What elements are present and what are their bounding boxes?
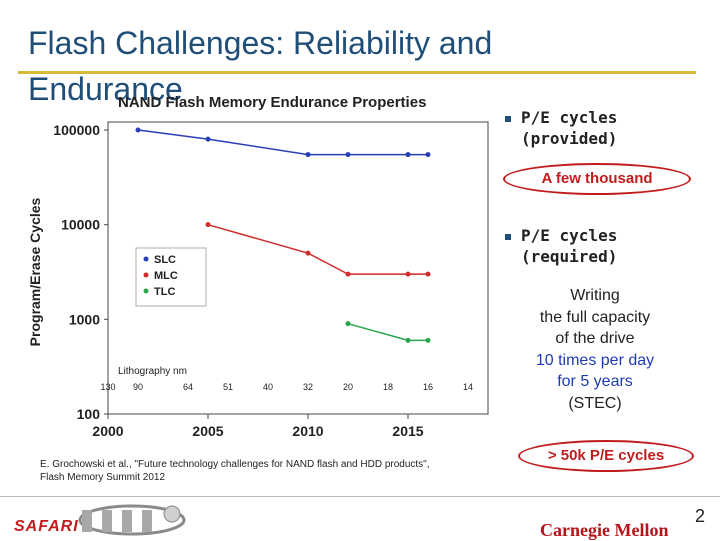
lithography-tick-label: 20 <box>343 382 353 392</box>
legend-label-tlc: TLC <box>154 286 175 298</box>
data-point-mlc <box>305 250 311 256</box>
lithography-tick-label: 51 <box>223 382 233 392</box>
legend-marker-mlc <box>143 272 149 278</box>
data-point-slc <box>425 152 431 158</box>
legend-label-slc: SLC <box>154 254 176 266</box>
bullet-pe-required: P/E cycles (required) <box>505 226 631 268</box>
lithography-tick-label: 14 <box>463 382 473 392</box>
endurance-chart: 100 1000 10000 100000 2000 2005 2010 2015 Progra… <box>27 121 489 439</box>
data-point-mlc <box>345 271 351 277</box>
y-tick-label: 10000 <box>61 217 100 233</box>
lithography-tick-label: 64 <box>183 382 193 392</box>
y-tick-label: 1000 <box>69 311 100 327</box>
50k-callout: > 50k P/E cycles <box>518 440 694 472</box>
slide-title: Flash Challenges: Reliability and Endura… <box>28 25 493 108</box>
data-point-slc <box>345 152 351 158</box>
carnegie-mellon-logo: Carnegie Mellon <box>540 520 669 540</box>
writing-line: (STEC) <box>568 394 622 412</box>
requirement-description: Writing the full capacity of the drive 1… <box>520 285 670 415</box>
y-tick-label: 100000 <box>53 122 100 138</box>
data-point-mlc <box>425 271 431 277</box>
legend-label-mlc: MLC <box>154 270 178 282</box>
bullet-square-icon <box>505 115 511 122</box>
lithography-tick-label: 130 <box>100 382 115 392</box>
y-tick-label: 100 <box>77 406 101 422</box>
lithography-label: Lithography nm <box>118 366 187 377</box>
citation-line: E. Grochowski et al., "Future technology… <box>40 459 430 470</box>
writing-line: of the drive <box>555 330 635 348</box>
writing-line: Writing <box>570 287 620 304</box>
bullet-text: P/E cycles (provided) <box>521 108 618 148</box>
bullet-text: P/E cycles (required) <box>521 226 618 266</box>
few-thousand-callout: A few thousand <box>503 163 691 195</box>
data-point-slc <box>135 127 141 133</box>
legend-marker-tlc <box>143 288 149 294</box>
data-point-slc <box>405 152 411 158</box>
lithography-tick-label: 16 <box>423 382 433 392</box>
lithography-tick-label: 18 <box>383 382 393 392</box>
writing-line-highlight: 10 times per day <box>535 351 655 369</box>
footer-divider <box>0 496 720 497</box>
legend-marker-slc <box>143 256 149 262</box>
citation-line: Flash Memory Summit 2012 <box>40 472 166 483</box>
legend-box <box>135 247 207 307</box>
data-point-mlc <box>205 222 211 228</box>
data-point-slc <box>205 136 211 142</box>
series-line-tlc <box>347 322 428 342</box>
x-tick-label: 2000 <box>92 423 123 439</box>
series-line-mlc <box>207 223 428 275</box>
safari-logo: SAFARI <box>14 518 79 535</box>
data-point-tlc <box>425 337 431 343</box>
bullet-square-icon <box>505 233 511 240</box>
bullet-pe-provided: P/E cycles (provided) <box>505 108 631 150</box>
x-tick-label: 2015 <box>392 423 423 439</box>
data-point-tlc <box>405 337 411 343</box>
data-point-mlc <box>405 271 411 277</box>
data-point-tlc <box>345 321 351 327</box>
writing-line: the full capacity <box>539 308 651 326</box>
lithography-tick-label: 40 <box>263 382 273 392</box>
data-point-slc <box>305 152 311 158</box>
callout-text: > 50k P/E cycles <box>547 447 665 464</box>
lithography-tick-label: 90 <box>133 382 143 392</box>
title-divider <box>18 71 696 74</box>
series-line-slc <box>137 129 428 156</box>
chart-title: NAND Flash Memory Endurance Properties <box>118 94 427 111</box>
writing-line-highlight: for 5 years <box>557 373 633 391</box>
plot-area <box>107 121 489 415</box>
y-axis-label: Program/Erase Cycles <box>27 197 43 346</box>
callout-text: A few thousand <box>541 170 653 187</box>
x-tick-label: 2010 <box>292 423 323 439</box>
page-number: 2 <box>695 506 706 526</box>
citation: E. Grochowski et al., "Future technology… <box>40 458 430 484</box>
lithography-tick-label: 32 <box>303 382 313 392</box>
dssc-logo <box>78 504 186 536</box>
x-tick-label: 2005 <box>192 423 223 439</box>
